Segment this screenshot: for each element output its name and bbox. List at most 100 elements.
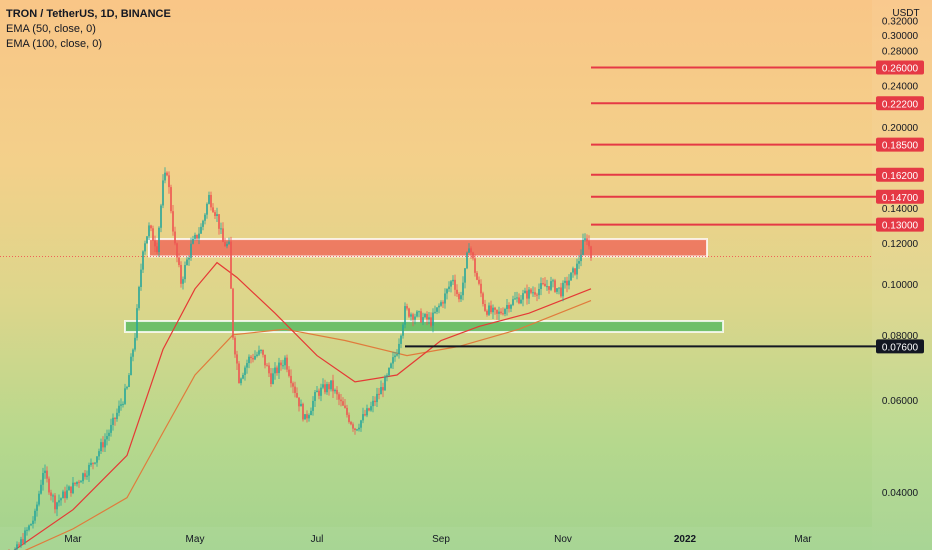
candle-body: [282, 365, 284, 367]
candle-body: [266, 365, 268, 367]
candle-body: [326, 384, 328, 393]
candle-body: [196, 234, 198, 239]
candle-body: [310, 410, 312, 416]
candle-body: [510, 304, 512, 309]
candle-body: [144, 243, 146, 252]
x-tick-label: Jul: [311, 534, 324, 545]
candle-body: [294, 386, 296, 393]
candle-body: [146, 236, 148, 244]
candle-body: [522, 293, 524, 300]
candle-body: [168, 175, 170, 188]
candle-body: [182, 279, 184, 284]
candle-body: [242, 374, 244, 379]
candle-body: [438, 305, 440, 308]
target-price-tag: [876, 96, 924, 111]
candle-body: [382, 387, 384, 391]
candle-body: [148, 225, 150, 237]
candle-body: [502, 313, 504, 315]
candle-body: [482, 293, 484, 305]
candle-body: [380, 387, 382, 395]
candle-body: [416, 311, 418, 317]
candle-body: [348, 414, 350, 422]
candle-body: [414, 316, 416, 320]
candle-body: [588, 241, 590, 247]
candle-body: [252, 358, 254, 360]
candle-body: [478, 279, 480, 284]
candle-body: [456, 289, 458, 295]
candle-body: [590, 246, 592, 258]
candle-body: [230, 241, 232, 289]
candle-body: [460, 295, 462, 300]
candle-body: [174, 231, 176, 244]
candle-body: [118, 405, 120, 413]
candle-body: [582, 240, 584, 255]
candle-body: [264, 354, 266, 366]
candle-body: [238, 363, 240, 384]
candle-body: [476, 272, 478, 280]
candle-body: [332, 380, 334, 392]
candle-body: [330, 380, 332, 390]
candle-body: [462, 282, 464, 296]
candle-body: [222, 228, 224, 243]
candle-body: [386, 375, 388, 377]
candle-body: [40, 484, 42, 494]
candle-body: [506, 305, 508, 310]
candle-body: [160, 205, 162, 228]
candle-body: [100, 442, 102, 452]
candle-body: [26, 529, 28, 531]
candle-body: [518, 297, 520, 304]
candle-body: [138, 286, 140, 309]
x-tick-label: Mar: [794, 534, 812, 545]
candle-body: [68, 486, 70, 491]
candle-body: [486, 310, 488, 315]
candle-body: [420, 311, 422, 323]
candle-body: [120, 404, 122, 406]
candle-body: [392, 357, 394, 364]
candle-body: [166, 172, 168, 176]
candle-body: [258, 350, 260, 355]
candle-body: [346, 407, 348, 415]
candle-body: [586, 238, 588, 242]
candle-body: [66, 490, 68, 499]
target-price-tag: [876, 217, 924, 232]
candle-body: [114, 417, 116, 420]
candle-body: [82, 473, 84, 482]
candle-body: [324, 384, 326, 393]
candle-body: [110, 424, 112, 433]
candle-body: [484, 304, 486, 311]
candle-body: [490, 305, 492, 313]
y-tick-label: 0.28000: [882, 47, 919, 58]
candle-body: [584, 238, 586, 241]
candle-body: [154, 240, 156, 247]
candle-body: [458, 294, 460, 300]
candle-body: [24, 530, 26, 544]
candle-body: [430, 317, 432, 326]
candle-body: [76, 481, 78, 485]
candle-body: [426, 314, 428, 320]
candle-body: [562, 282, 564, 297]
candle-body: [280, 362, 282, 366]
target-price-tag-label: 0.16200: [882, 171, 919, 182]
target-price-tag: [876, 137, 924, 152]
candle-body: [448, 286, 450, 290]
candle-body: [206, 203, 208, 215]
target-price-tag: [876, 60, 924, 75]
x-tick-label: May: [186, 534, 205, 545]
ema-100-label: EMA (100, close, 0): [6, 38, 102, 50]
candle-body: [428, 317, 430, 320]
candle-body: [284, 357, 286, 366]
candle-body: [340, 399, 342, 402]
candle-body: [208, 194, 210, 204]
candle-body: [190, 243, 192, 258]
candle-body: [104, 439, 106, 448]
candle-body: [78, 481, 80, 483]
candle-body: [296, 392, 298, 398]
candle-body: [432, 312, 434, 326]
candle-body: [62, 491, 64, 499]
candle-body: [58, 500, 60, 503]
candle-body: [564, 280, 566, 283]
candle-body: [244, 367, 246, 375]
candle-body: [528, 289, 530, 299]
